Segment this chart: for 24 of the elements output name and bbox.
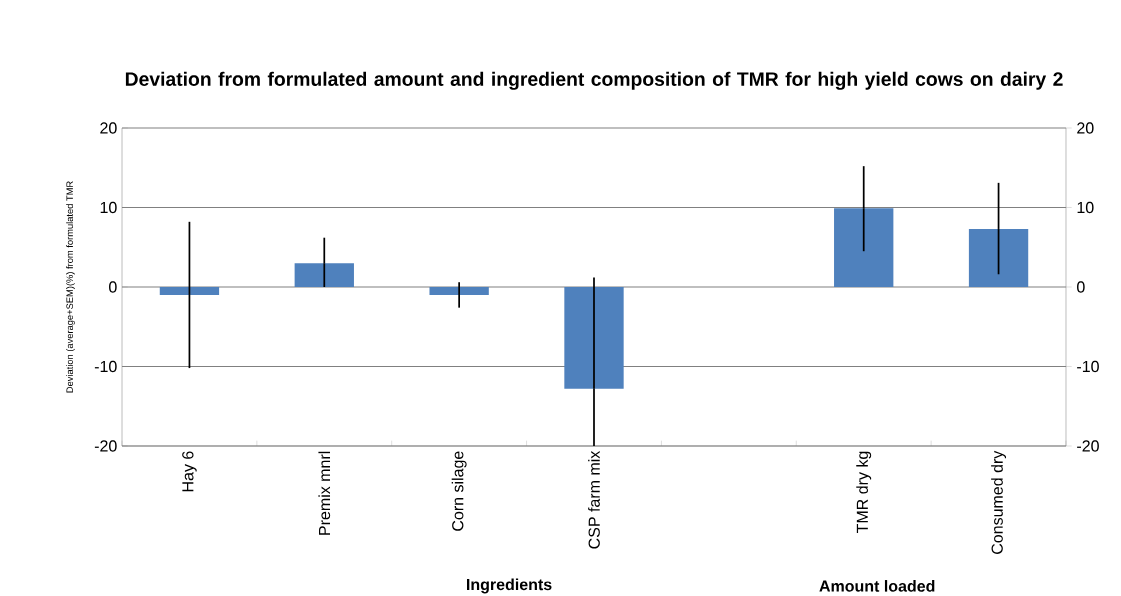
bar [159, 286, 220, 295]
y2-tick-label: -10 [1077, 360, 1099, 373]
y2-tick-label: 20 [1077, 122, 1094, 134]
bar [294, 263, 354, 287]
bar [564, 286, 624, 389]
y-tick-label: 10 [100, 201, 117, 214]
x-tick-label: Corn silage [451, 451, 467, 531]
x-tick-label: Premix mnrl [318, 451, 331, 535]
text: Ingredients [466, 578, 552, 594]
y-tick-label: -10 [94, 360, 117, 373]
x-tick-label: CSP farm mix [588, 450, 600, 549]
x-tick-label: TMR dry kg [856, 451, 872, 534]
y2-tick-label: 0 [1077, 281, 1085, 293]
x-tick-label: Hay 6 [182, 451, 197, 492]
text: Amount loaded [819, 580, 935, 592]
y-tick-label: 0 [109, 281, 117, 293]
y-axis-title: Deviation (average+SEM)(%) from formulated TMR [66, 181, 75, 393]
y-tick-label: 20 [100, 122, 117, 134]
bar [429, 286, 489, 295]
chart-title: Deviation from formulated amount and ingredient composition of TMR for high yield cows on dairy 2 [125, 71, 1063, 90]
x-tick-label: Consumed dry [991, 450, 1007, 554]
y2-tick-label: 10 [1077, 201, 1094, 214]
y2-tick-label: -20 [1077, 440, 1099, 452]
y-tick-label: -20 [94, 440, 117, 452]
